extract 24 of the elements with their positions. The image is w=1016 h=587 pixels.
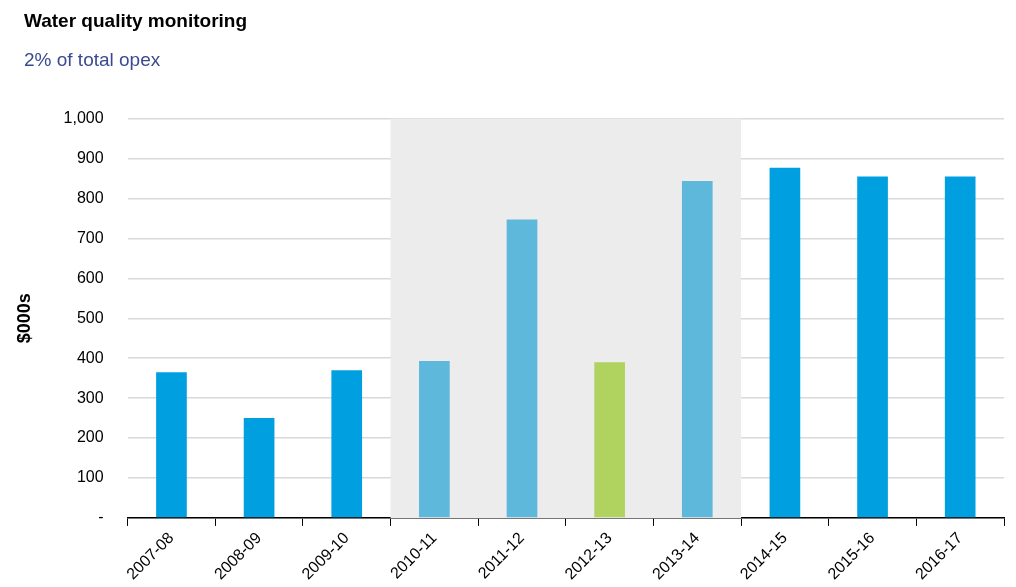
y-tick-label: 100 (76, 468, 104, 486)
bar (506, 219, 538, 518)
y-tick-label: 1,000 (63, 109, 104, 127)
bar (419, 360, 450, 518)
y-tick-label: 800 (76, 188, 104, 206)
y-tick-label: 900 (76, 148, 104, 166)
y-tick-label: 600 (76, 268, 104, 286)
bar (857, 176, 888, 518)
chart-title: Water quality monitoring (24, 10, 248, 32)
y-tick-label: 300 (76, 388, 104, 406)
bar (944, 176, 976, 518)
bar (243, 418, 275, 518)
chart-subtitle: 2% of total opex (24, 49, 161, 71)
bar (681, 180, 713, 518)
bar (594, 362, 625, 518)
y-tick-label: 700 (76, 228, 104, 246)
bar (156, 372, 187, 518)
y-tick-label: - (98, 508, 104, 526)
y-axis-title: $000s (13, 293, 34, 344)
bar (769, 167, 801, 518)
bar (331, 370, 363, 518)
y-tick-label: 500 (76, 308, 104, 326)
y-tick-label: 200 (76, 428, 104, 446)
y-tick-label: 400 (76, 348, 104, 366)
